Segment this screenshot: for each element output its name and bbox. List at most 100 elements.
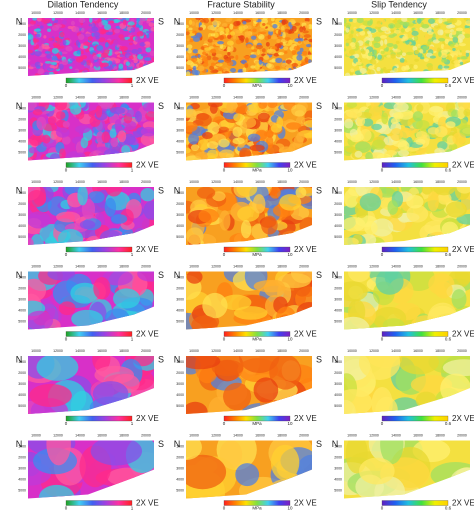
- colorbar-unit: MPa: [252, 421, 262, 426]
- map-blob: [344, 237, 359, 245]
- map-blob: [268, 478, 305, 499]
- map-blob: [297, 40, 302, 44]
- map-blob: [458, 43, 466, 47]
- map-blob: [110, 106, 126, 115]
- map-blob: [224, 58, 232, 63]
- map-blob: [350, 30, 354, 34]
- map-blob: [199, 19, 207, 23]
- map-blob: [309, 48, 312, 53]
- map-panel: [186, 271, 312, 330]
- map-blob: [198, 208, 219, 223]
- map-blob: [151, 57, 154, 62]
- map-blob: [399, 127, 412, 139]
- map-blob: [285, 28, 290, 33]
- x-tick-label: 12000: [53, 95, 63, 99]
- colorbar-max: 10: [287, 337, 293, 342]
- map-blob: [427, 305, 458, 330]
- x-tick-label: 14000: [391, 349, 401, 353]
- colorbar-unit: MPa: [252, 168, 262, 173]
- x-tick-label: 14000: [391, 433, 401, 437]
- map-blob: [437, 192, 452, 205]
- map-blob: [285, 59, 292, 64]
- map-blob: [212, 191, 226, 202]
- map-blob: [105, 187, 123, 197]
- map-blob: [458, 69, 465, 74]
- map-panel: [28, 18, 154, 76]
- x-tick-label: 12000: [369, 433, 379, 437]
- map-blob: [90, 22, 96, 29]
- map-panel: [344, 187, 470, 245]
- vertical-exaggeration: 2X VE: [452, 330, 474, 339]
- map-blob: [197, 54, 201, 58]
- map-blob: [129, 69, 136, 75]
- map-blob: [373, 36, 381, 42]
- map-blob: [421, 27, 429, 33]
- map-blob: [268, 73, 274, 76]
- colorbar: [381, 331, 449, 337]
- x-tick-label: 10000: [347, 180, 357, 184]
- y-tick-label: 3000: [18, 466, 26, 470]
- map-blob: [346, 108, 363, 118]
- colorbar-min: 0: [65, 168, 68, 173]
- north-label: N: [16, 185, 23, 195]
- map-blob: [399, 57, 405, 63]
- map-blob: [281, 19, 288, 25]
- map-blob: [204, 47, 212, 51]
- map-blob: [54, 102, 68, 111]
- map-blob: [295, 69, 303, 75]
- map-blob: [207, 25, 215, 31]
- y-tick-label: 1000: [334, 106, 342, 110]
- y-tick-label: 5000: [176, 235, 184, 239]
- colorbar-min: 0: [65, 506, 68, 511]
- map-blob: [121, 145, 131, 155]
- colorbar-max: 0.6: [445, 421, 452, 426]
- map-blob: [258, 34, 265, 40]
- map-blob: [296, 454, 312, 487]
- map-blob: [83, 45, 88, 49]
- map-blob: [443, 21, 449, 25]
- vertical-exaggeration: 2X VE: [136, 245, 159, 254]
- x-tick-label: 18000: [277, 180, 287, 184]
- map-blob: [111, 214, 128, 224]
- map-blob: [71, 309, 103, 328]
- map-blob: [44, 61, 52, 64]
- map-blob: [103, 49, 110, 55]
- map-blob: [260, 31, 267, 35]
- map-blob: [61, 18, 68, 21]
- map-blob: [235, 54, 239, 61]
- map-blob: [208, 36, 215, 41]
- x-tick-label: 16000: [413, 433, 423, 437]
- map-blob: [453, 60, 461, 65]
- map-blob: [101, 18, 105, 22]
- map-blob: [92, 54, 98, 60]
- y-tick-label: 3000: [334, 213, 342, 217]
- map-blob: [438, 37, 446, 42]
- y-tick-label: 1000: [176, 106, 184, 110]
- map-blob: [283, 46, 289, 51]
- map-blob: [380, 26, 388, 32]
- map-blob: [424, 34, 430, 40]
- x-tick-label: 10000: [189, 264, 199, 268]
- colorbar-max: 1: [131, 337, 134, 342]
- map-blob: [59, 148, 66, 160]
- map-blob: [255, 71, 260, 76]
- map-blob: [32, 38, 40, 43]
- y-tick-label: 3000: [176, 382, 184, 386]
- map-blob: [103, 148, 119, 161]
- map-blob: [253, 377, 279, 403]
- map-blob: [44, 71, 49, 76]
- y-tick-label: 1000: [18, 360, 26, 364]
- map-blob: [269, 187, 281, 199]
- map-blob: [450, 49, 458, 56]
- map-blob: [435, 153, 444, 161]
- map-blob: [299, 217, 312, 235]
- map-blob: [73, 26, 80, 33]
- map-blob: [29, 134, 43, 146]
- y-tick-label: 3000: [176, 466, 184, 470]
- map-blob: [47, 271, 76, 281]
- map-blob: [437, 29, 444, 36]
- map-blob: [415, 119, 430, 130]
- y-tick-label: 1000: [334, 22, 342, 26]
- map-panel: [186, 187, 312, 245]
- map-blob: [140, 133, 154, 147]
